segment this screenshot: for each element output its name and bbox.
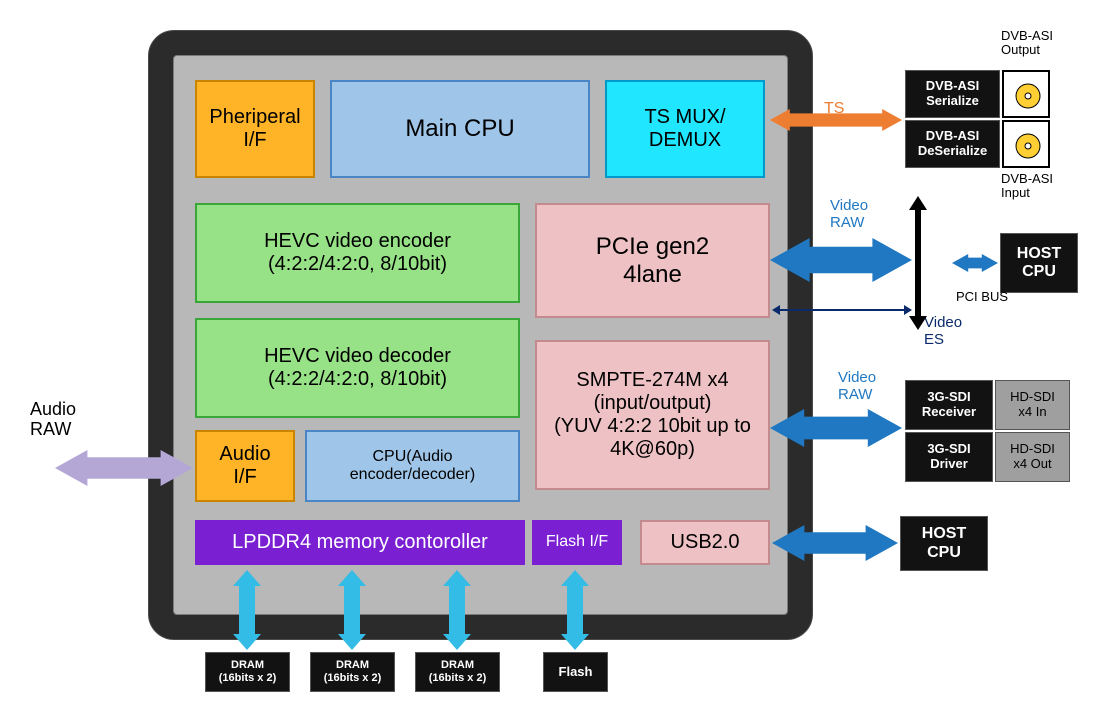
ts-mux-demux-block: TS MUX/DEMUX [605, 80, 765, 178]
pcie-block: PCIe gen24lane [535, 203, 770, 318]
dram-1-block: DRAM(16bits x 2) [205, 652, 290, 692]
dvb-input-label: DVB-ASI Input [1001, 172, 1053, 201]
pci-bus-line-t [909, 196, 927, 210]
label-audio_raw: Audio RAW [30, 400, 76, 440]
smpte-block: SMPTE-274M x4(input/output)(YUV 4:2:2 10… [535, 340, 770, 490]
coax-output-icon [1002, 70, 1050, 118]
dvb-asi-deserialize-block: DVB-ASIDeSerialize [905, 120, 1000, 168]
arrow-video-es-r [904, 305, 912, 315]
flash-if-block: Flash I/F [532, 520, 622, 565]
hdsdi-in-block: HD-SDIx4 In [995, 380, 1070, 430]
coax-input-icon [1002, 120, 1050, 168]
hevc-encoder-block: HEVC video encoder(4:2:2/4:2:0, 8/10bit) [195, 203, 520, 303]
pci-bus-label: PCI BUS [956, 290, 1008, 304]
label-video_raw2: Video RAW [838, 370, 876, 403]
label-video_raw1: Video RAW [830, 198, 868, 231]
audio-cpu-block: CPU(Audioencoder/decoder) [305, 430, 520, 502]
dram-3-block: DRAM(16bits x 2) [415, 652, 500, 692]
host-cpu-2-block: HOSTCPU [900, 516, 988, 571]
audio-if-block: AudioI/F [195, 430, 295, 502]
peripheral-if-block: PheriperalI/F [195, 80, 315, 178]
usb-block: USB2.0 [640, 520, 770, 565]
arrow-host1 [952, 254, 998, 272]
flash-block: Flash [543, 652, 608, 692]
diagram-root: PheriperalI/FMain CPUTS MUX/DEMUX HEVC vi… [0, 0, 1100, 719]
label-video_es: Video ES [924, 315, 962, 348]
dram-2-block: DRAM(16bits x 2) [310, 652, 395, 692]
label-ts: TS [824, 100, 844, 118]
dvb-asi-serialize-block: DVB-ASISerialize [905, 70, 1000, 118]
hdsdi-out-block: HD-SDIx4 Out [995, 432, 1070, 482]
sdi-receiver-block: 3G-SDIReceiver [905, 380, 993, 430]
dvb-output-label: DVB-ASI Output [1001, 29, 1053, 58]
sdi-driver-block: 3G-SDIDriver [905, 432, 993, 482]
host-cpu-1-block: HOSTCPU [1000, 233, 1078, 293]
main-cpu-block: Main CPU [330, 80, 590, 178]
hevc-decoder-block: HEVC video decoder(4:2:2/4:2:0, 8/10bit) [195, 318, 520, 418]
lpddr4-block: LPDDR4 memory contoroller [195, 520, 525, 565]
